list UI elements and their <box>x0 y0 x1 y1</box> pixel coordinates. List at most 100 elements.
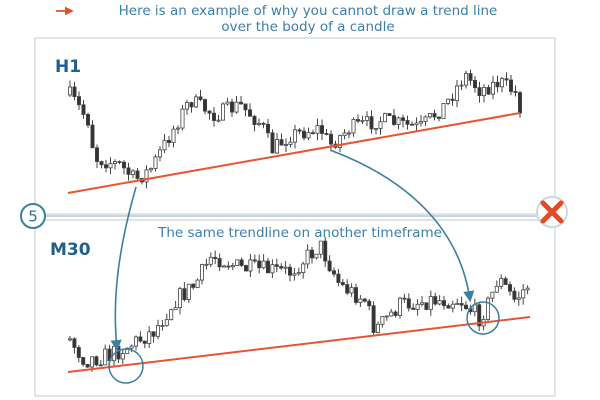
candle-part <box>104 164 109 169</box>
candle-part <box>384 315 389 318</box>
candle-part <box>454 85 459 101</box>
candle-part <box>331 270 336 275</box>
candle-part <box>120 353 125 360</box>
candle-part <box>490 81 495 95</box>
candle-part <box>445 98 450 104</box>
wrong-icon <box>536 196 568 228</box>
candle-part <box>211 112 216 121</box>
trend-line <box>67 316 531 373</box>
candle-part <box>507 284 512 292</box>
candle-part <box>468 73 473 81</box>
candle-part <box>446 305 451 309</box>
candle-part <box>72 338 77 348</box>
candle-part <box>133 336 138 347</box>
candle-part <box>95 147 100 162</box>
candle-part <box>153 156 158 169</box>
candle-part <box>162 139 167 151</box>
candle-part <box>144 169 149 183</box>
candle-part <box>270 132 275 154</box>
candle-part <box>349 287 354 294</box>
candle-part <box>274 139 279 154</box>
candle-part <box>252 115 257 125</box>
candle-part <box>225 101 230 105</box>
candle-part <box>148 168 153 171</box>
candle-part <box>301 263 306 273</box>
candle-part <box>503 278 508 285</box>
candle-part <box>265 123 270 134</box>
candle-part <box>247 109 252 117</box>
step-badge <box>20 203 46 229</box>
caption: The same trendline on another timeframe <box>157 225 442 241</box>
highlight-circle <box>108 348 144 384</box>
candle-part <box>195 279 200 288</box>
candle-part <box>157 149 162 158</box>
candle-part <box>151 331 156 337</box>
candle-part <box>402 297 407 300</box>
panel-frame <box>34 37 556 215</box>
candle-part <box>94 356 99 366</box>
candle-part <box>481 87 486 97</box>
candle-part <box>405 120 410 125</box>
candle-part <box>323 240 328 262</box>
candle-part <box>235 259 240 266</box>
candle-part <box>274 264 279 267</box>
candle-part <box>345 284 350 294</box>
candle-part <box>432 113 437 118</box>
candle-part <box>441 103 446 119</box>
candle-part <box>382 113 387 123</box>
candle-part <box>490 291 495 299</box>
candle-part <box>459 303 464 306</box>
candle-part <box>396 117 401 125</box>
candle-part <box>207 110 212 114</box>
candle-part <box>135 170 140 179</box>
candle-part <box>437 300 442 305</box>
candle-part <box>485 297 490 320</box>
candle-part <box>360 120 365 122</box>
candle-part <box>424 302 429 310</box>
highlight-circle <box>466 301 500 335</box>
candle-part <box>99 161 104 166</box>
candle-part <box>108 163 113 169</box>
candle-part <box>494 285 499 293</box>
candle-part <box>142 340 147 344</box>
candle-part <box>375 323 380 333</box>
candle-part <box>427 113 432 118</box>
candle-part <box>428 296 433 310</box>
candle-part <box>292 129 297 143</box>
candle-part <box>175 127 180 130</box>
candle-part <box>177 288 182 309</box>
candle-part <box>499 78 504 88</box>
candle-part <box>68 86 73 96</box>
candle-part <box>296 272 301 275</box>
candle-part <box>393 311 398 316</box>
candle-part <box>261 122 266 125</box>
candle-part <box>512 290 517 300</box>
candle-part <box>369 116 374 130</box>
candle-part <box>450 98 455 101</box>
candle-part <box>208 256 213 265</box>
candle-part <box>217 258 222 268</box>
candle-part <box>130 170 135 175</box>
candle-part <box>355 119 360 122</box>
candle-part <box>518 92 523 114</box>
candle-part <box>270 264 275 274</box>
candle-part <box>182 288 187 301</box>
candle-part <box>419 302 424 305</box>
panel-frame <box>34 219 556 397</box>
candle-part <box>315 125 320 134</box>
candle-part <box>229 101 234 113</box>
candle-part <box>76 347 81 358</box>
candle-part <box>477 87 482 97</box>
candle-part <box>378 121 383 129</box>
candle-part <box>310 132 315 135</box>
candle-part <box>160 325 165 327</box>
candle-part <box>336 273 341 283</box>
connector-arrow <box>110 186 137 352</box>
candle-part <box>287 266 292 276</box>
candle-part <box>525 287 530 291</box>
candle-part <box>306 132 311 139</box>
candle-part <box>252 259 257 262</box>
candle-part <box>342 132 347 137</box>
candle-part <box>213 256 218 259</box>
